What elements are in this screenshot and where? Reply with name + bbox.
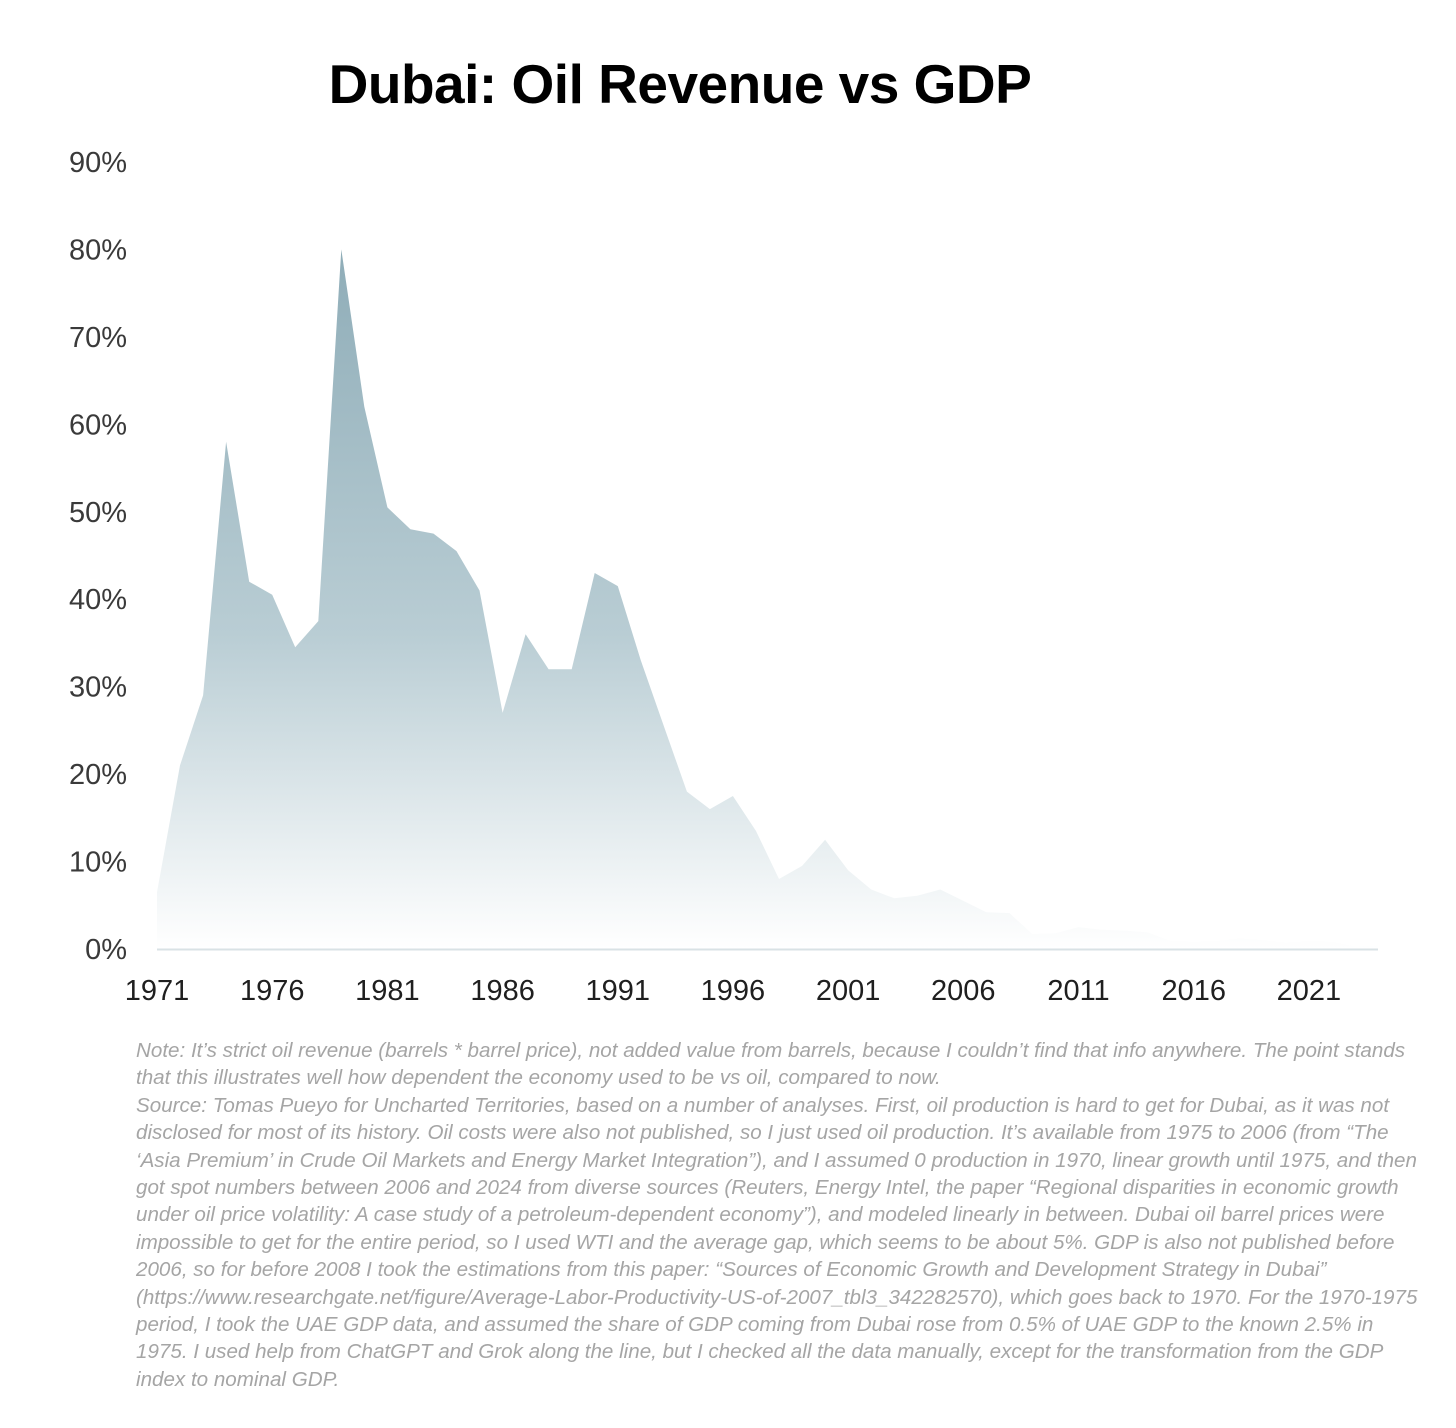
y-tick-label: 80% (69, 234, 127, 266)
area-chart: 0%10%20%30%40%50%60%70%80%90% 1971 1976 19… (69, 147, 1378, 1007)
x-tick-label: 2011 (1047, 975, 1109, 1007)
source-text: Source: Tomas Pueyo for Uncharted Territ… (136, 1093, 1418, 1391)
oil-revenue-area (157, 249, 1378, 949)
x-tick-label: 1996 (701, 975, 766, 1007)
x-tick-label: 1991 (586, 975, 651, 1007)
y-tick-label: 0% (85, 934, 127, 966)
note-text: Note: It’s strict oil revenue (barrels *… (136, 1039, 1406, 1090)
chart-title: Dubai: Oil Revenue vs GDP (328, 53, 1032, 115)
plot-area (157, 249, 1378, 951)
x-tick-label: 1981 (355, 975, 420, 1007)
y-tick-label: 90% (69, 147, 127, 179)
y-tick-label: 20% (69, 759, 127, 791)
x-tick-label: 1971 (125, 975, 190, 1007)
x-tick-label: 1986 (470, 975, 535, 1007)
x-tick-label: 2021 (1277, 975, 1342, 1007)
x-tick-label: 2006 (931, 975, 996, 1007)
x-tick-label: 1976 (240, 975, 305, 1007)
y-axis-ticks: 0% 10% 20% 30% 40% 50% 60% 70% 80% 90% (69, 147, 127, 966)
y-tick-label: 30% (69, 672, 127, 704)
y-tick-label: 10% (69, 847, 127, 879)
y-tick-label: 70% (69, 322, 127, 354)
x-tick-label: 2016 (1161, 975, 1226, 1007)
y-tick-label: 60% (69, 409, 127, 441)
x-tick-label: 2001 (816, 975, 881, 1007)
x-axis-ticks: 1971 1976 1981 1986 1991 1996 2001 2006 2011 2016… (125, 975, 1341, 1007)
y-tick-label: 50% (69, 497, 127, 529)
y-tick-label: 40% (69, 584, 127, 616)
footnote: Note: It’s strict oil revenue (barrels *… (136, 1037, 1426, 1393)
